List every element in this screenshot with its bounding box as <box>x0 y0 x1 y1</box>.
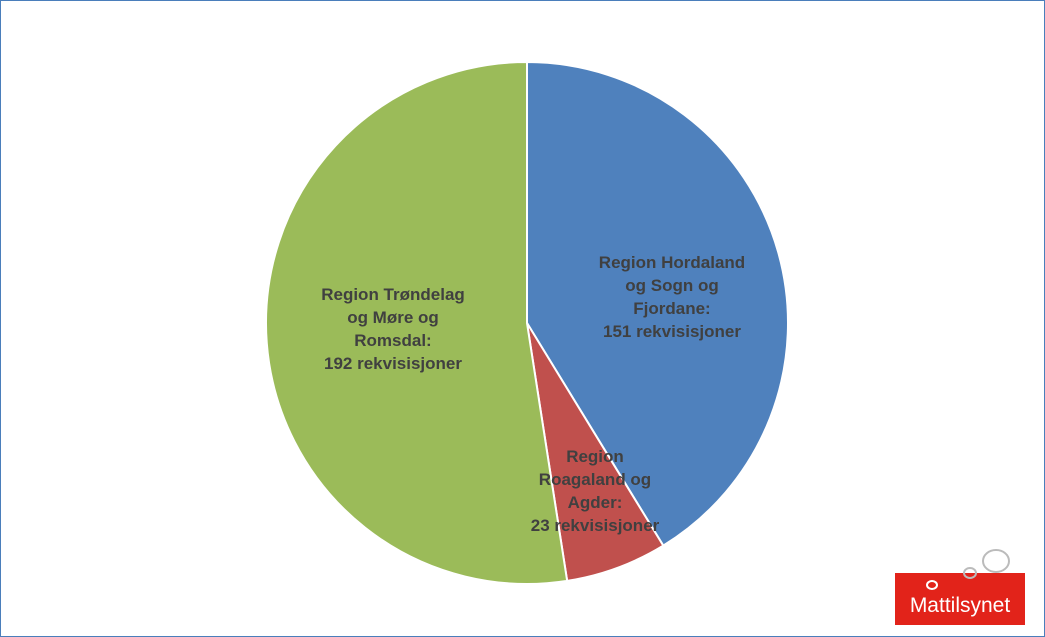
pie-slice <box>526 60 789 547</box>
pie <box>265 60 789 585</box>
value-label: 23 rekvisisjoner <box>531 516 660 535</box>
pie-slice <box>265 60 569 585</box>
labels: Region Hordaland og Sogn og Fjordane: 151 r… <box>321 253 745 535</box>
value-label: 192 rekvisisjoner <box>324 354 462 373</box>
logo-bubble <box>926 580 938 590</box>
logo: Mattilsynet <box>895 549 1025 625</box>
logo-bubble <box>982 549 1010 573</box>
logo-box <box>895 573 1025 625</box>
slice-label: Region Trøndelag og Møre og Romsdal: <box>321 285 465 350</box>
logo-text: Mattilsynet <box>910 594 1011 617</box>
slice-label: Region Hordaland og Sogn og Fjordane: <box>599 253 745 318</box>
value-label: 151 rekvisisjoner <box>603 322 741 341</box>
slice-label: Region Roagaland og Agder: <box>539 447 651 512</box>
logo-bubble <box>963 567 977 579</box>
